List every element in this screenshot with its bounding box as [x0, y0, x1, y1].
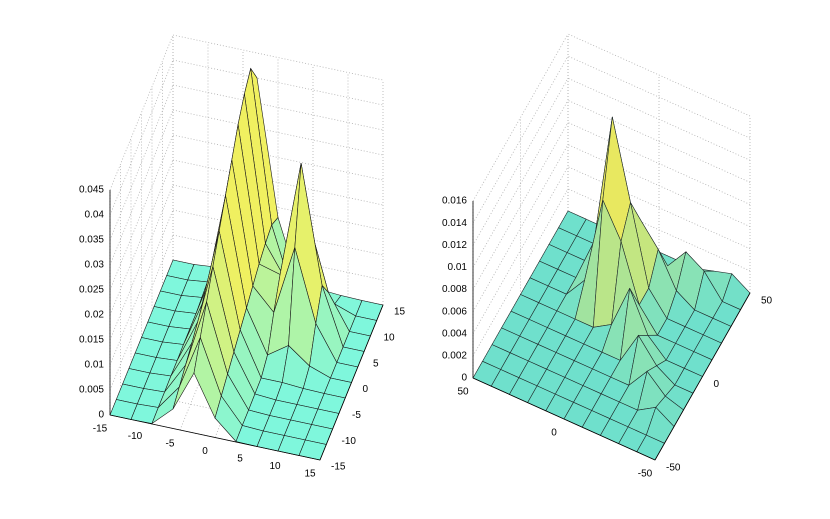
surface-plot: -50 0 50 -50 0 50 0 0.002 0.004 0.006 0.008 0.01 0.0…	[442, 33, 773, 480]
y-tick-label: 10	[384, 332, 396, 343]
y-tick-label: -5	[352, 410, 361, 421]
z-tick-label: 0	[98, 410, 104, 421]
y-tick-label: 5	[373, 358, 379, 369]
grid-line	[109, 209, 174, 366]
y-axis	[654, 292, 751, 461]
y-tick-label: 15	[394, 307, 406, 318]
grid-line	[109, 59, 174, 216]
z-tick-label: 0.02	[85, 310, 105, 321]
x-tick-label: 15	[304, 469, 316, 480]
grid-line	[472, 122, 569, 290]
grid-line	[567, 55, 751, 139]
y-tick-label: -15	[331, 462, 346, 473]
y-tick-label: -10	[342, 436, 357, 447]
y-axis	[319, 304, 384, 461]
grid-line	[109, 134, 174, 291]
y-tick-label: 0	[714, 379, 720, 390]
x-axis	[472, 377, 656, 461]
x-tick-label: -5	[166, 439, 175, 450]
grid-line	[472, 78, 569, 246]
grid-line	[109, 34, 174, 191]
grid-line	[109, 84, 174, 241]
z-tick-label: 0	[461, 373, 467, 384]
x-tick-label: -10	[128, 431, 143, 442]
z-tick-label: 0.015	[79, 335, 104, 346]
x-tick-label: 0	[202, 446, 208, 457]
z-tick-label: 0.008	[442, 284, 467, 295]
grid-line	[109, 109, 174, 266]
grid-line	[567, 33, 751, 117]
grid-line	[109, 234, 174, 391]
x-tick-label: -50	[638, 469, 653, 480]
z-tick-label: 0.025	[79, 285, 104, 296]
y-tick-label: -50	[666, 463, 681, 474]
grid-line	[472, 55, 569, 224]
grid-line	[567, 144, 751, 227]
y-tick-label: 0	[363, 384, 369, 395]
x-axis	[109, 414, 321, 461]
grid-line	[109, 184, 174, 341]
grid-line	[172, 134, 384, 181]
grid-line	[472, 100, 569, 268]
x-tick-label: 5	[237, 454, 243, 465]
grid-line	[109, 159, 174, 316]
grid-line	[567, 100, 751, 183]
z-tick-label: 0.002	[442, 351, 467, 362]
z-tick-label: 0.03	[85, 260, 105, 271]
x-tick-label: -15	[93, 424, 108, 435]
grid-line	[179, 274, 244, 431]
z-tick-label: 0.04	[85, 210, 105, 221]
grid-line	[172, 34, 384, 81]
z-tick-label: 0.01	[85, 360, 105, 371]
grid-line	[172, 59, 384, 106]
z-tick-label: 0.01	[448, 262, 468, 273]
y-tick-label: 50	[761, 296, 773, 307]
grid-line	[567, 188, 751, 272]
z-tick-label: 0.012	[442, 240, 467, 251]
grid-line	[567, 122, 751, 205]
z-tick-label: 0.005	[79, 385, 104, 396]
grid-line	[472, 166, 569, 334]
z-tick-label: 0.035	[79, 235, 104, 246]
grid-line	[472, 33, 569, 202]
z-tick-label: 0.004	[442, 328, 467, 339]
x-tick-label: 50	[457, 387, 469, 398]
z-tick-label: 0.045	[79, 185, 104, 196]
surface-plot: -15 -10 -5 0 5 10 15 -15 -10 -5 0 5 10 15 0 0.005 0.01 0.…	[79, 34, 406, 480]
z-tick-label: 0.006	[442, 306, 467, 317]
grid-line	[472, 144, 569, 312]
grid-line	[472, 188, 569, 357]
grid-line	[567, 77, 751, 161]
x-tick-label: 0	[551, 428, 557, 439]
z-tick-label: 0.014	[442, 218, 467, 229]
z-tick-label: 0.016	[442, 196, 467, 207]
x-tick-label: 10	[269, 461, 281, 472]
grid-line	[567, 166, 751, 250]
